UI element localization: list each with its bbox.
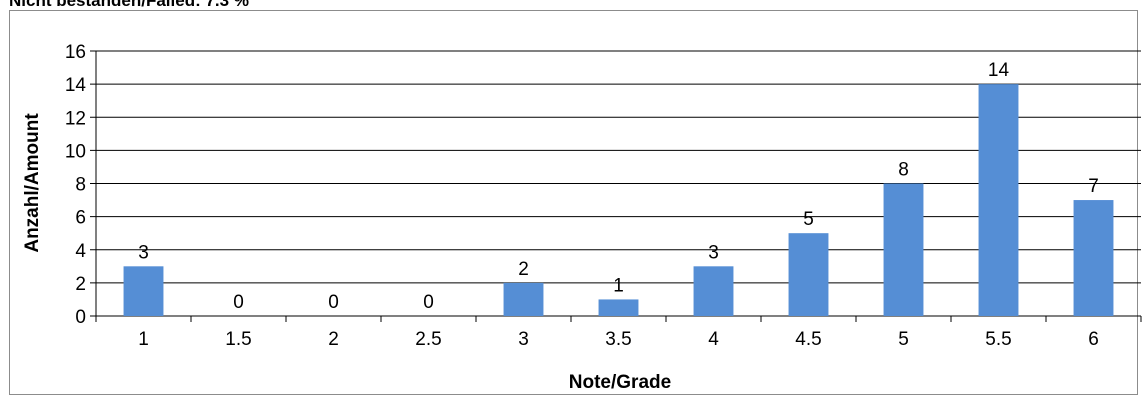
chart-frame <box>9 10 1138 395</box>
x-tick-label-2: 2 <box>328 329 339 350</box>
data-label-3.5: 1 <box>613 275 624 296</box>
data-label-2.5: 0 <box>423 292 434 313</box>
x-tick-label-1.5: 1.5 <box>225 329 251 350</box>
data-labels: 3 0 0 0 2 1 3 5 8 14 7 <box>138 60 1099 313</box>
data-label-3: 2 <box>518 259 529 280</box>
bar-6 <box>1073 200 1114 316</box>
y-tick-label-14: 14 <box>65 75 87 96</box>
bar-1 <box>123 266 164 316</box>
x-tick-label-4.5: 4.5 <box>795 329 821 350</box>
y-tick-label-4: 4 <box>75 241 86 262</box>
data-label-4: 3 <box>708 242 719 263</box>
y-tick-label-10: 10 <box>65 141 86 162</box>
bar-5 <box>883 183 924 316</box>
bar-3.5 <box>598 299 639 316</box>
data-label-5.5: 14 <box>988 60 1010 81</box>
x-tick-labels: 1 1.5 2 2.5 3 3.5 4 4.5 5 5.5 6 <box>95 316 1142 350</box>
bar-5.5 <box>978 84 1019 316</box>
y-tick-label-12: 12 <box>65 108 86 129</box>
x-tick-label-6: 6 <box>1088 329 1099 350</box>
data-label-5: 8 <box>898 160 909 181</box>
x-axis-title: Note/Grade <box>569 372 671 393</box>
data-label-6: 7 <box>1088 176 1099 197</box>
chart-caption: Nicht bestanden/Failed: 7.3 % <box>9 0 249 10</box>
bar-4 <box>693 266 734 316</box>
y-tick-label-16: 16 <box>65 42 86 63</box>
y-tick-labels: 0 2 4 6 8 10 12 14 16 <box>65 42 87 328</box>
y-tick-label-2: 2 <box>75 274 86 295</box>
data-label-1: 3 <box>138 242 149 263</box>
y-tick-label-6: 6 <box>75 208 86 229</box>
x-tick-label-3: 3 <box>518 329 529 350</box>
x-tick-label-1: 1 <box>138 329 149 350</box>
data-label-4.5: 5 <box>803 209 814 230</box>
x-tick-label-2.5: 2.5 <box>415 329 441 350</box>
y-axis-title: Anzahl/Amount <box>22 113 43 253</box>
bar-4.5 <box>788 233 829 316</box>
y-tick-label-0: 0 <box>75 307 86 328</box>
x-tick-label-3.5: 3.5 <box>605 329 631 350</box>
y-tick-label-8: 8 <box>75 175 86 196</box>
data-label-1.5: 0 <box>233 292 244 313</box>
data-label-2: 0 <box>328 292 339 313</box>
bars <box>123 84 1114 316</box>
x-tick-label-5: 5 <box>898 329 909 350</box>
x-tick-label-5.5: 5.5 <box>985 329 1011 350</box>
x-tick-label-4: 4 <box>708 329 719 350</box>
bar-3 <box>503 282 544 316</box>
